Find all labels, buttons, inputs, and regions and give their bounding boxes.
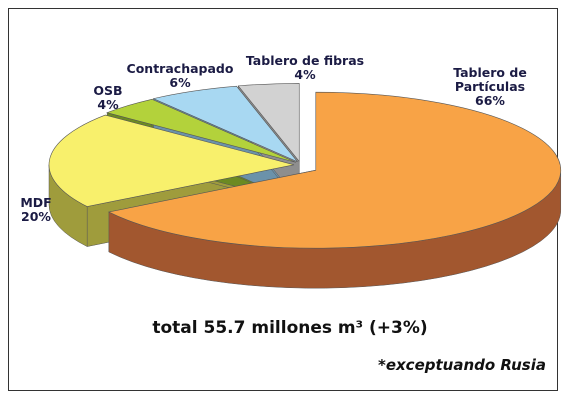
slice <box>106 98 297 163</box>
value-label: 6% <box>169 75 191 90</box>
footnote: *exceptuando Rusia <box>377 356 546 374</box>
slice-label: Tablero de Partículas 66% <box>445 66 535 108</box>
slice-label: MDF 20% <box>6 196 66 224</box>
slice <box>48 114 295 207</box>
category-name: Contrachapado <box>126 61 234 76</box>
value-label: 20% <box>21 209 51 224</box>
slice <box>237 83 300 163</box>
value-label: 4% <box>97 97 119 112</box>
value-label: 66% <box>475 93 505 108</box>
category-name: Tablero de Partículas <box>453 65 527 94</box>
slice-label: Tablero de fibras 4% <box>245 54 365 82</box>
slice <box>152 85 298 163</box>
value-label: 4% <box>294 67 316 82</box>
slice-label: Contrachapado 6% <box>125 62 235 90</box>
slice <box>107 91 562 249</box>
category-name: Tablero de fibras <box>245 53 365 68</box>
category-name: OSB <box>93 83 123 98</box>
slice-label: OSB 4% <box>78 84 138 112</box>
total-note: total 55.7 millones m³ (+3%) <box>152 318 428 338</box>
category-name: MDF <box>20 195 52 210</box>
